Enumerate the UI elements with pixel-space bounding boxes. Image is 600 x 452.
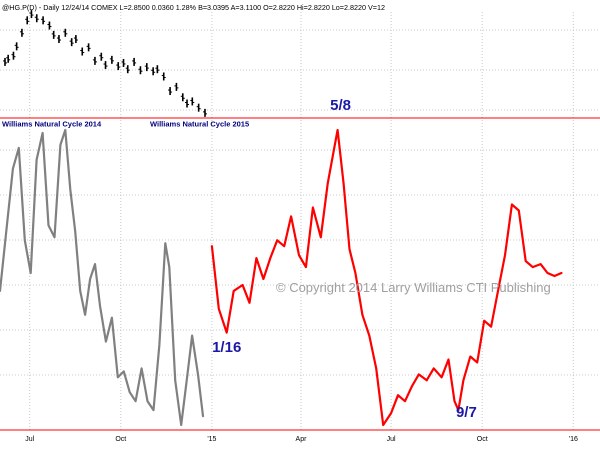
price-bar — [63, 28, 68, 37]
grid-lines — [0, 12, 600, 430]
cycle-2014-label: Williams Natural Cycle 2014 — [2, 120, 102, 129]
price-bar — [161, 72, 166, 81]
price-bar — [151, 67, 156, 76]
price-bar — [125, 65, 130, 74]
price-bar — [103, 61, 108, 70]
annotation-low-9-7: 9/7 — [456, 404, 477, 421]
price-bar — [19, 28, 24, 37]
price-bar — [41, 16, 46, 25]
price-bar — [116, 62, 121, 71]
price-bar — [25, 16, 30, 25]
symbol-header: @HG.P(D) - Daily 12/24/14 COMEX L=2.8500… — [2, 3, 385, 12]
price-bar — [99, 52, 104, 61]
price-bar — [3, 57, 7, 66]
price-bar — [109, 55, 114, 64]
price-bar — [29, 10, 34, 19]
price-bar — [6, 54, 11, 63]
cycle-2015-label: Williams Natural Cycle 2015 — [150, 120, 249, 129]
price-bar — [80, 47, 85, 56]
x-tick-label: Oct — [115, 436, 126, 443]
cycle-2014-line — [0, 128, 205, 427]
price-bar — [132, 57, 137, 66]
price-bar — [92, 56, 97, 65]
price-bar — [155, 65, 160, 74]
price-bar — [185, 99, 190, 108]
x-axis-tick-labels: Jul Oct '15 Apr Jul Oct '16 — [25, 436, 578, 443]
price-bar — [121, 58, 126, 67]
x-tick-label: Apr — [296, 436, 308, 443]
price-bar — [168, 87, 173, 96]
price-bar — [14, 42, 19, 51]
price-bar — [174, 82, 179, 91]
price-bar — [196, 103, 201, 112]
annotation-low-1-16: 1/16 — [212, 339, 241, 356]
date-annotations: 1/16 5/8 9/7 — [212, 97, 477, 421]
copyright-watermark: © Copyright 2014 Larry Williams CTI Publ… — [276, 280, 551, 295]
price-bar — [34, 14, 39, 23]
x-tick-label: '16 — [569, 436, 578, 443]
price-bar — [51, 30, 56, 39]
annotation-high-5-8: 5/8 — [330, 97, 351, 114]
price-bar — [69, 38, 74, 47]
x-tick-label: Jul — [387, 436, 396, 443]
price-bar — [11, 51, 16, 60]
price-bar — [56, 35, 61, 44]
cycle-lines — [0, 128, 563, 427]
price-bars — [3, 10, 207, 117]
x-tick-label: '15 — [207, 436, 216, 443]
price-bar — [190, 97, 195, 106]
cycle-2015-line — [210, 128, 563, 427]
price-bar — [86, 43, 91, 52]
price-bar — [138, 66, 143, 75]
price-bar — [73, 35, 78, 44]
price-bar — [180, 93, 185, 102]
price-bar — [203, 108, 207, 117]
price-bar — [144, 63, 149, 72]
x-tick-label: Jul — [25, 436, 34, 443]
x-tick-label: Oct — [477, 436, 488, 443]
price-bar — [47, 21, 52, 30]
